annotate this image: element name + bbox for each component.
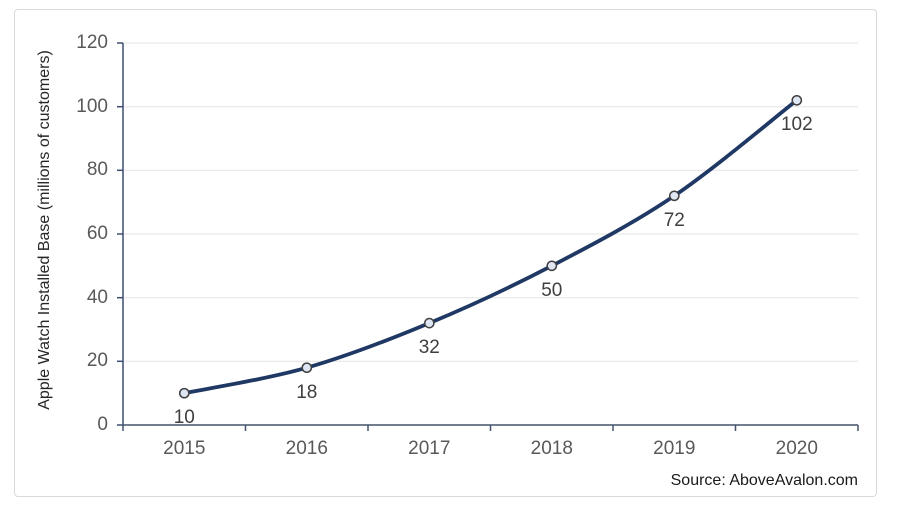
data-point-label: 102 xyxy=(780,114,813,136)
data-point-label: 10 xyxy=(173,407,195,429)
x-tick-label: 2018 xyxy=(530,438,573,459)
y-tick-label: 120 xyxy=(76,32,108,53)
y-tick-label: 80 xyxy=(86,159,108,181)
y-tick-label: 20 xyxy=(86,350,108,372)
data-point-label: 18 xyxy=(296,381,318,403)
data-point-marker xyxy=(423,317,435,329)
x-tick-label: 2017 xyxy=(408,438,451,459)
data-point-marker xyxy=(546,260,558,272)
x-tick-label: 2016 xyxy=(285,438,328,459)
y-tick-label: 40 xyxy=(86,286,108,308)
data-point-label: 50 xyxy=(541,279,563,301)
data-point-label: 32 xyxy=(418,337,440,359)
data-point-marker xyxy=(178,387,190,399)
y-tick-label: 60 xyxy=(86,223,108,244)
data-point-label: 72 xyxy=(663,209,685,231)
chart-border-frame xyxy=(14,9,877,497)
y-tick-label: 100 xyxy=(76,95,108,117)
data-point-marker xyxy=(791,94,803,106)
x-tick-label: 2019 xyxy=(653,438,696,459)
y-tick-label: 0 xyxy=(97,414,108,435)
data-point-marker xyxy=(668,190,680,202)
data-point-marker xyxy=(301,362,313,374)
source-credit: Source: AboveAvalon.com xyxy=(670,472,858,489)
x-tick-label: 2015 xyxy=(163,438,206,459)
x-tick-label: 2020 xyxy=(775,438,818,459)
series-line xyxy=(182,98,799,396)
